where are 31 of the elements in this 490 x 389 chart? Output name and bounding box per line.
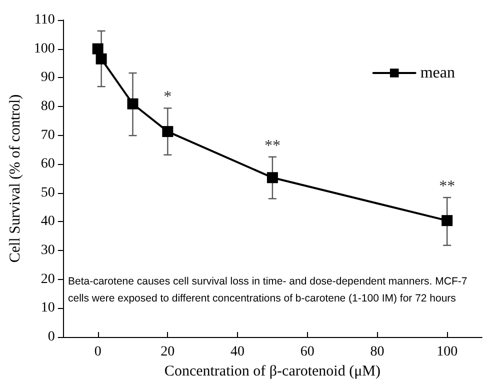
annotation: ** [264,137,280,154]
y-tick-label: 30 [40,243,55,258]
y-tick-label: 60 [40,156,55,172]
y-tick-label: 10 [40,300,55,316]
point [442,215,453,226]
point [162,126,174,138]
point [96,53,107,64]
x-tick-label: 20 [160,344,175,360]
x-tick-label: 60 [300,344,314,360]
y-tick-label: 70 [40,128,55,143]
annotation: * [164,88,172,106]
x-axis-title: Concentration of β-carotenoid (μM) [164,363,380,380]
y-tick-label: 80 [40,98,55,114]
x-tick-label: 0 [94,344,102,360]
y-tick-label: 90 [40,70,55,86]
point [92,43,104,54]
point [266,172,278,184]
x-tick-label: 40 [230,344,245,360]
y-tick-label: 110 [34,12,55,28]
y-tick-label: 20 [40,272,55,287]
annotation: Beta-carotene causes cell survival loss in time- and dose-dependent manners. MCF-7 cells were exposed to different concentrations of b-carotene (1-100 IM) for 72 hours [68,276,470,304]
y-tick-label: 40 [40,214,55,230]
y-axis-title: Cell Survival (% of control) [8,94,24,263]
x-tick-label: 80 [370,344,384,360]
y-tick-label: 100 [34,41,55,56]
point [127,98,138,110]
annotation: ** [439,178,456,196]
x-tick-label: 100 [436,344,458,360]
legend-label: mean [420,64,456,82]
y-tick-label: 0 [48,330,55,344]
y-tick-label: 50 [40,185,55,200]
